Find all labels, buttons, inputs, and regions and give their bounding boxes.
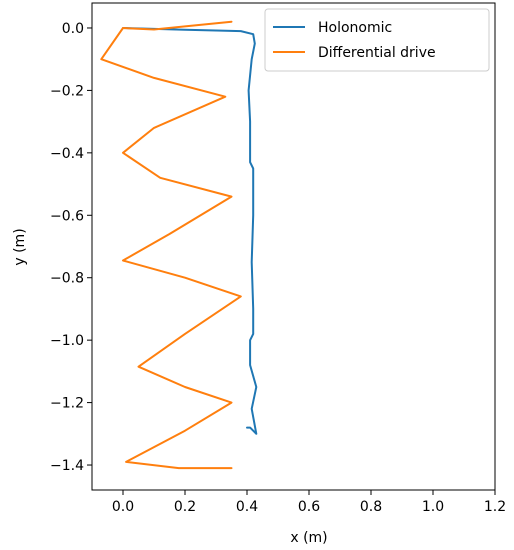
plot-lines xyxy=(100,20,258,470)
y-tick-label: −1.4 xyxy=(50,458,84,474)
series-line-1 xyxy=(122,27,258,435)
x-tick-label: 1.0 xyxy=(422,499,444,515)
y-tick-label: −0.8 xyxy=(50,271,84,287)
x-axis: 0.0 0.2 0.4 0.6 0.8 1.0 1.2 xyxy=(112,490,506,515)
x-tick-label: 0.2 xyxy=(174,499,196,515)
y-tick-label: −1.0 xyxy=(50,333,84,349)
y-tick-label: −0.4 xyxy=(50,146,84,162)
legend-label-1: Holonomic xyxy=(318,20,392,36)
plot-frame xyxy=(91,2,496,491)
series-line-2 xyxy=(100,20,242,470)
y-axis: 0.0 −0.2 −0.4 −0.6 −0.8 −1.0 −1.2 −1.4 xyxy=(50,21,92,474)
legend: Holonomic Differential drive xyxy=(264,8,490,72)
x-axis-label: x (m) xyxy=(290,530,327,546)
x-tick-label: 0.8 xyxy=(360,499,382,515)
y-axis-label: y (m) xyxy=(12,228,28,265)
x-tick-label: 1.2 xyxy=(484,499,506,515)
y-tick-label: 0.0 xyxy=(62,21,84,37)
y-tick-label: −0.2 xyxy=(50,83,84,99)
x-tick-label: 0.6 xyxy=(298,499,320,515)
legend-label-2: Differential drive xyxy=(318,45,436,61)
x-tick-label: 0.4 xyxy=(236,499,258,515)
y-tick-label: −1.2 xyxy=(50,396,84,412)
legend-box xyxy=(264,8,490,72)
y-tick-label: −0.6 xyxy=(50,208,84,224)
x-tick-label: 0.0 xyxy=(112,499,134,515)
